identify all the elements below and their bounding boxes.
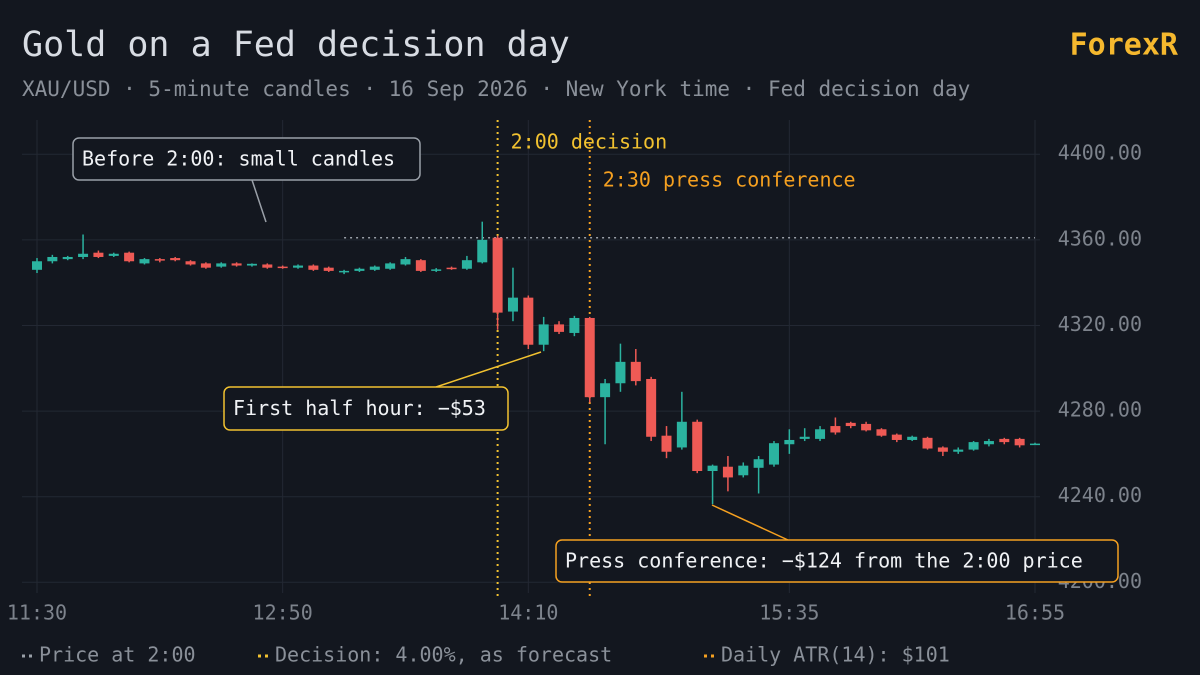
candle-body — [124, 252, 135, 262]
candle-body — [492, 237, 503, 313]
candle-body — [461, 260, 472, 269]
y-tick-label: 4320.00 — [1058, 312, 1142, 336]
candle-body — [277, 266, 288, 269]
candle-body — [600, 383, 611, 398]
candle-body — [768, 443, 779, 465]
candle-body — [738, 465, 749, 476]
candle-body — [78, 253, 89, 257]
callout-text: Before 2:00: small candles — [82, 147, 395, 171]
y-tick-label: 4400.00 — [1058, 141, 1142, 165]
candle-body — [922, 437, 933, 449]
candle-body — [507, 297, 518, 312]
callout-pointer — [435, 351, 542, 388]
y-tick-label: 4240.00 — [1058, 483, 1142, 507]
candle-body — [646, 378, 657, 437]
candle-body — [431, 269, 442, 271]
candle-body — [354, 268, 365, 271]
candle-body — [32, 261, 42, 270]
candle-body — [937, 447, 948, 452]
candle-body — [722, 466, 733, 478]
candle-body — [93, 252, 104, 257]
candle-body — [753, 459, 764, 468]
callout-box — [72, 137, 421, 181]
candle-body — [262, 264, 273, 268]
candle-body — [1014, 438, 1025, 446]
candle-body — [615, 361, 626, 384]
x-tick-label: 16:55 — [1005, 601, 1065, 625]
candle-body — [246, 263, 257, 266]
callout-box — [555, 539, 1119, 583]
candle-body — [707, 465, 718, 472]
candle-body — [830, 426, 841, 433]
candle-body — [62, 256, 73, 260]
legend-label: Decision: 4.00%, as forecast — [275, 643, 612, 667]
y-tick-label: 4280.00 — [1058, 398, 1142, 422]
candle-body — [415, 260, 426, 271]
candle-body — [293, 265, 304, 268]
candle-body — [569, 317, 580, 333]
candle-body — [876, 429, 887, 436]
candle-body — [538, 324, 549, 345]
candle-body — [323, 267, 334, 271]
candle-body — [968, 442, 979, 450]
candle-body — [200, 263, 211, 268]
x-tick-label: 12:50 — [253, 601, 313, 625]
candle-body — [477, 239, 488, 263]
candle-body — [676, 421, 687, 448]
candle-body — [47, 256, 58, 262]
callout-box — [223, 386, 509, 431]
candle-body — [999, 438, 1010, 443]
x-tick-label: 14:10 — [498, 601, 558, 625]
callout-pointer — [251, 179, 267, 223]
candle-body — [339, 270, 350, 273]
candle-body — [692, 421, 703, 472]
event-label: 2:30 press conference — [603, 168, 856, 192]
x-tick-label: 15:35 — [759, 601, 819, 625]
candle-body — [1030, 443, 1040, 446]
candle-body — [369, 266, 380, 270]
candle-body — [584, 317, 595, 398]
candle-body — [891, 434, 902, 440]
candle-body — [845, 422, 856, 427]
candle-body — [630, 361, 641, 382]
candle-body — [185, 261, 196, 265]
candle-body — [554, 324, 565, 332]
candle-body — [907, 436, 918, 440]
chart-title: Gold on a Fed decision day — [22, 25, 570, 65]
candle-body — [953, 449, 964, 452]
y-tick-label: 4360.00 — [1058, 226, 1142, 250]
candle-body — [154, 259, 165, 261]
callout-pointer — [711, 504, 789, 541]
candle-body — [385, 263, 396, 269]
candle-body — [231, 263, 242, 266]
candle-body — [446, 267, 457, 270]
candle-body — [216, 263, 227, 267]
candle-body — [308, 265, 319, 270]
chart-subtitle: XAU/USD · 5-minute candles · 16 Sep 2026… — [22, 77, 970, 101]
legend-label: Daily ATR(14): $101 — [721, 643, 950, 667]
candle-body — [523, 297, 534, 345]
callout-text: Press conference: −$124 from the 2:00 pr… — [565, 549, 1083, 573]
candle-body — [170, 258, 181, 261]
candle-body — [815, 429, 826, 439]
x-tick-label: 11:30 — [7, 601, 67, 625]
candle-body — [661, 435, 672, 452]
candle-body — [139, 259, 150, 264]
callout-text: First half hour: −$53 — [233, 396, 486, 420]
candle-body — [108, 253, 119, 256]
candle-body — [400, 259, 411, 265]
legend-label: Price at 2:00 — [39, 643, 196, 667]
candle-body — [861, 423, 872, 431]
candle-body — [983, 441, 994, 445]
brand: ForexR — [1070, 28, 1179, 63]
candle-body — [784, 439, 795, 445]
candle-body — [799, 436, 810, 439]
